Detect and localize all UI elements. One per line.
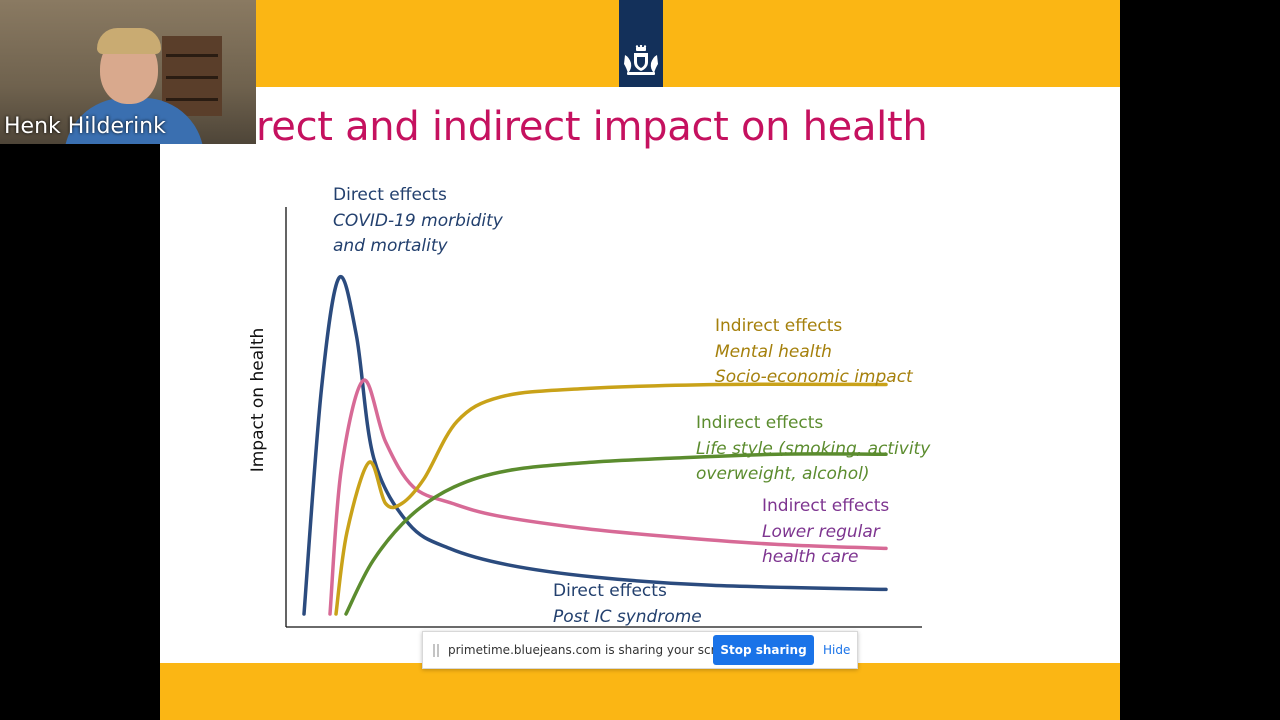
- presentation-slide: rect and indirect impact on health Impac…: [160, 0, 1120, 720]
- screen-share-bar: primetime.bluejeans.com is sharing your …: [422, 631, 858, 669]
- emblem-tab: [619, 0, 663, 87]
- participant-hair: [97, 28, 161, 54]
- share-message: primetime.bluejeans.com is sharing your …: [448, 643, 742, 657]
- label-indirect-care-line2: health care: [762, 547, 859, 567]
- label-direct-covid-heading: Direct effects: [333, 185, 447, 205]
- stop-sharing-button[interactable]: Stop sharing: [713, 635, 814, 665]
- label-direct-covid: Direct effects COVID-19 morbidity and mo…: [333, 183, 503, 260]
- dutch-government-coat-of-arms-icon: [624, 45, 658, 75]
- label-indirect-mental: Indirect effects Mental health Socio-eco…: [715, 314, 913, 391]
- label-direct-post-ic: Direct effects Post IC syndrome: [553, 579, 702, 630]
- label-indirect-mental-heading: Indirect effects: [715, 316, 843, 336]
- curve-mental: [334, 382, 888, 616]
- slide-title: rect and indirect impact on health: [256, 104, 928, 150]
- label-indirect-care: Indirect effects Lower regular health ca…: [762, 494, 889, 571]
- label-indirect-lifestyle-heading: Indirect effects: [696, 413, 824, 433]
- label-direct-post-ic-heading: Direct effects: [553, 581, 667, 601]
- impact-chart: [285, 207, 922, 628]
- label-indirect-mental-line2: Socio-economic impact: [715, 367, 913, 387]
- label-indirect-care-heading: Indirect effects: [762, 496, 890, 516]
- label-indirect-lifestyle-line1: Life style (smoking, activity: [696, 438, 931, 459]
- slide-bottom-band: [160, 663, 1120, 720]
- drag-handle-icon[interactable]: [433, 644, 439, 657]
- label-indirect-lifestyle: Indirect effects Life style (smoking, ac…: [696, 411, 930, 488]
- label-indirect-lifestyle-line2: overweight, alcohol): [696, 464, 870, 484]
- label-direct-covid-line2: and mortality: [333, 236, 448, 256]
- label-indirect-mental-line1: Mental health: [715, 341, 832, 362]
- hide-button[interactable]: Hide: [823, 643, 851, 657]
- curve-care: [328, 378, 888, 616]
- bookshelf: [162, 36, 222, 116]
- curve-lifestyle: [344, 452, 888, 616]
- curve-direct: [302, 274, 888, 616]
- webcam-tile[interactable]: Henk Hilderink: [0, 0, 256, 144]
- label-direct-covid-line1: COVID-19 morbidity: [333, 210, 503, 231]
- label-indirect-care-line1: Lower regular: [762, 521, 880, 542]
- y-axis-label-text: Impact on health: [248, 327, 268, 473]
- participant-name: Henk Hilderink: [4, 114, 166, 139]
- label-direct-post-ic-line1: Post IC syndrome: [553, 606, 702, 627]
